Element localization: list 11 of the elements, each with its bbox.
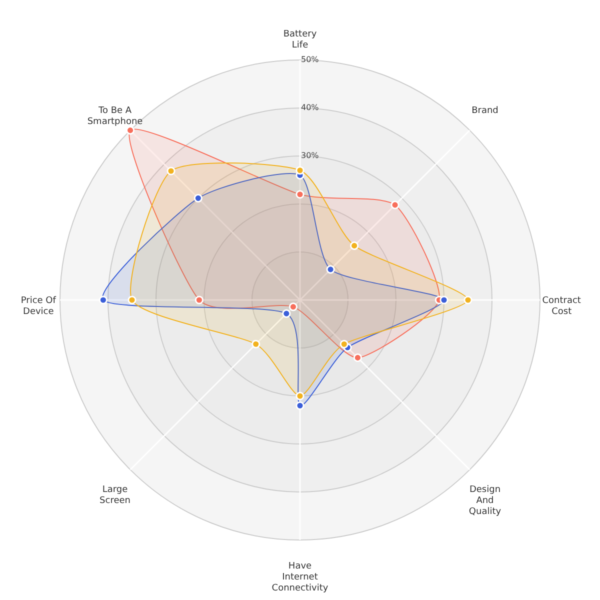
y-tick-label: 30%	[301, 151, 320, 160]
spoke-label: Have Internet Connectivity	[272, 562, 329, 594]
y-tick-label: 50%	[301, 55, 320, 64]
spoke-label: Brand	[472, 106, 498, 116]
y-tick-label: 40%	[301, 103, 320, 112]
spoke-label: To Be A Smartphone	[87, 106, 144, 128]
spoke-label: Design And Quality	[468, 484, 502, 517]
spoke-label: Contract Cost	[542, 296, 582, 317]
spoke-label: Battery Life	[283, 29, 318, 50]
spoke-label: Price Of Device	[20, 296, 57, 317]
spoke-label: Large Screen	[100, 484, 130, 506]
